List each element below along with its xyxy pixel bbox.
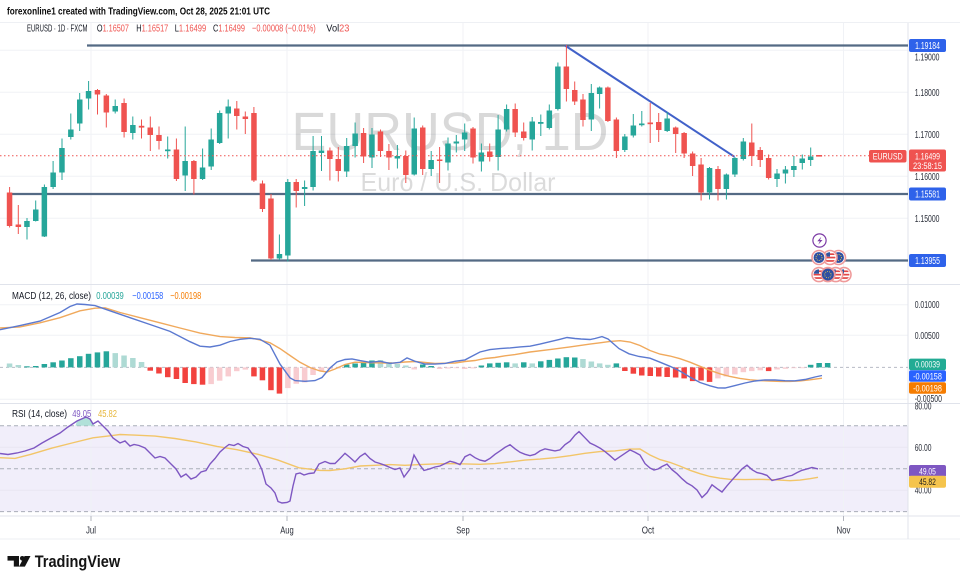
svg-text:Aug: Aug xyxy=(280,526,294,537)
svg-text:−0.00198: −0.00198 xyxy=(170,291,201,302)
svg-text:1.19000: 1.19000 xyxy=(915,53,940,64)
svg-text:23:58:15: 23:58:15 xyxy=(913,161,942,171)
svg-text:L1.16499: L1.16499 xyxy=(175,24,207,35)
svg-text:Vol23: Vol23 xyxy=(326,24,350,35)
svg-text:80.00: 80.00 xyxy=(915,401,932,412)
svg-text:MACD (12, 26, close): MACD (12, 26, close) xyxy=(12,291,91,302)
svg-text:-0.00500: -0.00500 xyxy=(915,394,943,405)
svg-text:1.18000: 1.18000 xyxy=(915,88,940,99)
svg-text:1.15581: 1.15581 xyxy=(915,190,940,201)
svg-text:40.00: 40.00 xyxy=(915,486,932,497)
svg-text:TradingView: TradingView xyxy=(35,553,121,571)
svg-text:1.16000: 1.16000 xyxy=(915,172,940,183)
svg-text:H1.16517: H1.16517 xyxy=(136,24,168,35)
svg-text:Sep: Sep xyxy=(456,526,470,537)
svg-text:−0.00008 (−0.01%): −0.00008 (−0.01%) xyxy=(252,24,316,35)
svg-text:45.82: 45.82 xyxy=(98,409,117,420)
svg-text:RSI (14, close): RSI (14, close) xyxy=(12,409,67,420)
svg-text:0.00500: 0.00500 xyxy=(915,331,940,342)
svg-text:Nov: Nov xyxy=(837,526,851,537)
svg-text:-0.00198: -0.00198 xyxy=(913,383,942,394)
svg-text:49.05: 49.05 xyxy=(919,466,936,477)
svg-text:C1.16499: C1.16499 xyxy=(213,24,245,35)
svg-text:O1.16507: O1.16507 xyxy=(97,24,129,35)
svg-text:forexonline1 created with Trad: forexonline1 created with TradingView.co… xyxy=(7,6,270,18)
svg-text:0.01000: 0.01000 xyxy=(915,300,940,311)
svg-text:1.16499: 1.16499 xyxy=(915,152,940,163)
svg-text:0.00039: 0.00039 xyxy=(915,360,940,371)
svg-text:Euro / U.S. Dollar: Euro / U.S. Dollar xyxy=(361,167,556,197)
svg-text:EURUSD · 1D · FXCM: EURUSD · 1D · FXCM xyxy=(27,24,88,35)
svg-text:−0.00158: −0.00158 xyxy=(132,291,163,302)
svg-text:60.00: 60.00 xyxy=(915,443,932,454)
svg-text:Oct: Oct xyxy=(642,526,655,537)
svg-text:EURUSD: EURUSD xyxy=(873,152,903,162)
svg-text:1.17000: 1.17000 xyxy=(915,130,940,141)
svg-text:45.82: 45.82 xyxy=(919,477,936,488)
svg-text:Jul: Jul xyxy=(86,526,96,537)
svg-text:1.19184: 1.19184 xyxy=(915,41,940,52)
svg-text:0.00039: 0.00039 xyxy=(96,291,124,302)
svg-text:49.05: 49.05 xyxy=(72,409,91,420)
svg-text:-0.00158: -0.00158 xyxy=(913,371,942,382)
svg-text:1.13955: 1.13955 xyxy=(915,256,940,267)
svg-text:1.15000: 1.15000 xyxy=(915,214,940,225)
